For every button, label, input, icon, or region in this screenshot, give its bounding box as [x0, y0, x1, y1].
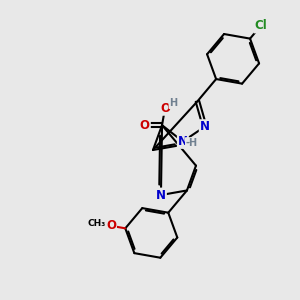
Text: Cl: Cl	[254, 20, 267, 32]
Text: N: N	[156, 188, 166, 202]
Text: O: O	[140, 119, 150, 132]
Text: CH₃: CH₃	[88, 219, 106, 228]
Text: H: H	[169, 98, 177, 108]
Text: N: N	[178, 135, 188, 148]
Text: O: O	[106, 219, 116, 232]
Text: O: O	[160, 102, 170, 115]
Text: N: N	[200, 120, 210, 133]
Text: -H: -H	[186, 138, 198, 148]
